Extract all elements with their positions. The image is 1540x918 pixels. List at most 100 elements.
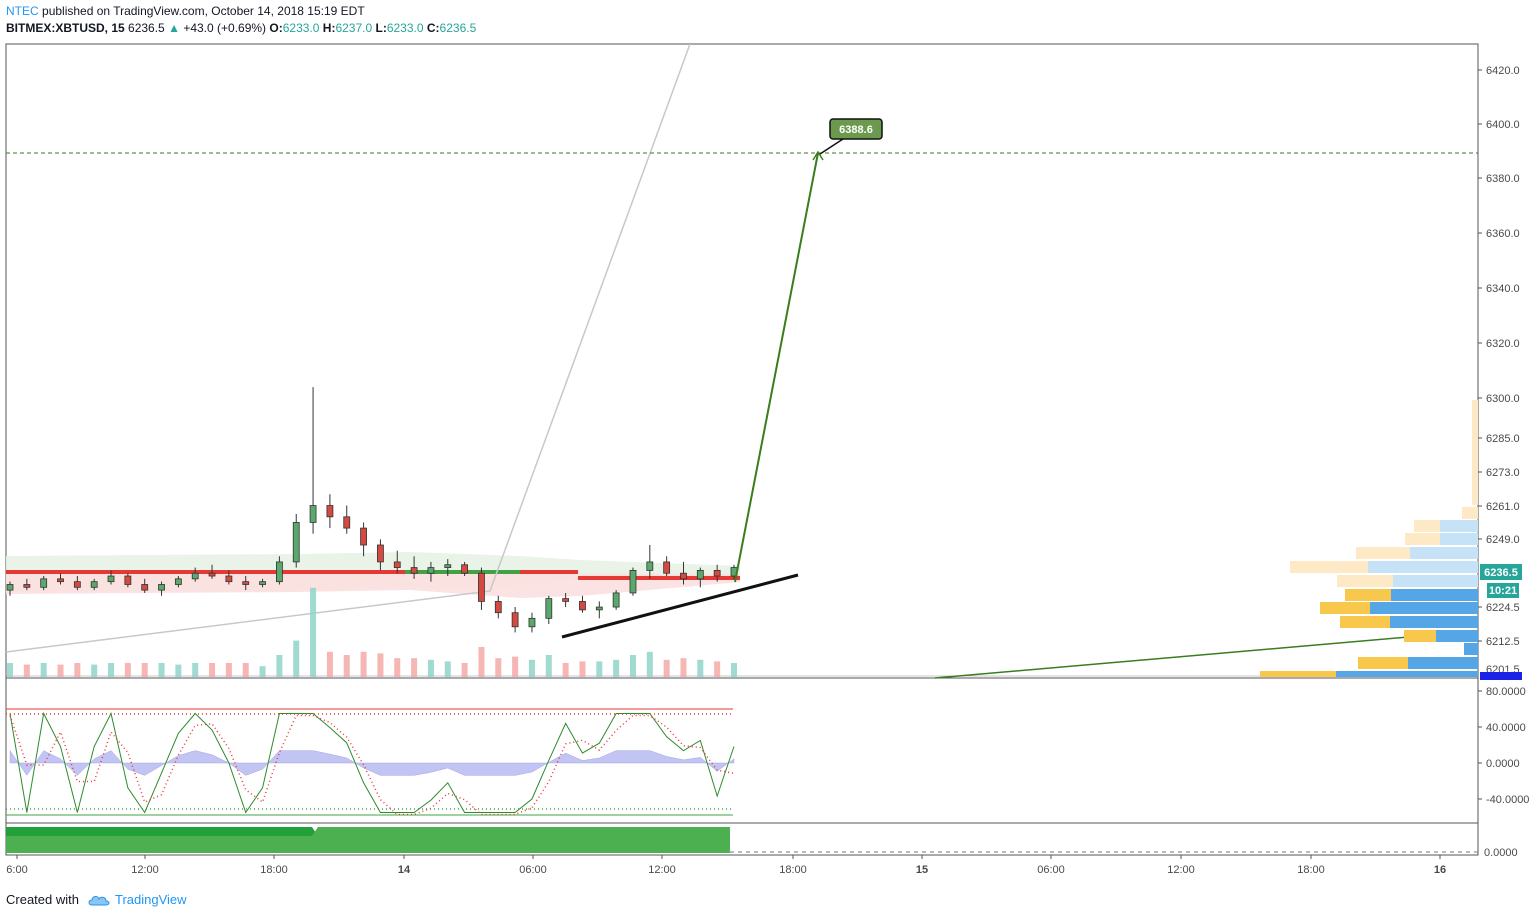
volume-bar [411,658,418,677]
vp-bar [1440,533,1478,545]
vp-bar [1368,561,1478,573]
candles [6,387,738,633]
ascending-trendline[interactable] [561,573,799,639]
volume-bar [545,655,552,677]
candle-body [158,584,165,591]
volume-bar [225,663,232,677]
price-tick-label: 6224.5 [1486,602,1520,614]
candle-body [562,598,570,602]
time-tick-label: 06:00 [1037,864,1065,876]
candle-body [73,581,81,588]
candle-body [528,617,536,628]
vp-bar [1340,616,1390,628]
candle-body [427,567,435,574]
price-tick-label: 6420.0 [1486,65,1520,77]
publisher-name[interactable]: NTEC [6,4,39,18]
time-tick-label: 16 [1434,864,1446,876]
candle-body [595,606,603,611]
volume-bar [310,587,317,677]
tradingview-label: TradingView [114,892,187,907]
vp-bar [1356,547,1410,559]
candle-body [579,601,586,611]
open-label: O: [269,21,283,35]
volume-bar [23,664,30,677]
vp-bar [1320,602,1370,614]
target-callout-box[interactable] [829,118,883,140]
open-value: 6233.0 [282,21,320,35]
price-tick-label: 6320.0 [1486,338,1520,350]
lower-panel-light-band [6,827,730,853]
vp-bar [1462,507,1478,519]
volume-bar [158,663,165,677]
candle-body [309,505,317,523]
volume-bar [663,659,670,677]
volume-bar [326,651,333,677]
volume-bar [276,655,283,677]
volume-bar [646,651,653,677]
volume-bar [108,663,115,677]
time-tick-label: 12:00 [648,864,676,876]
candle-body [478,572,485,602]
countdown-tag-text: 10:21 [1489,585,1517,597]
created-with-text: Created with [6,892,79,907]
chart-outer-frame [5,43,1479,856]
volume-bar [680,658,687,677]
candle-body [141,584,149,591]
volume-bar [495,658,502,677]
candle-body [242,581,250,585]
volume-bar [7,663,13,677]
price-tick-label: 6212.5 [1486,636,1520,648]
high-label: H: [322,21,336,35]
time-tick-label: 06:00 [519,864,547,876]
vp-bar [1358,657,1408,669]
volume-bar [91,664,98,677]
candle-body [225,575,233,583]
close-value: 6236.5 [439,21,477,35]
volume-bar [192,663,199,677]
vp-bar [1436,630,1478,642]
vp-bar [1391,589,1478,601]
candle-body [511,612,519,628]
candle-body [629,569,637,594]
candle-body [393,561,401,568]
osc-histogram [9,749,735,776]
candle-body [275,561,283,583]
vp-bar [1345,589,1391,601]
last-price: 6236.5 [128,21,165,35]
candle-body [292,522,300,563]
price-axis[interactable]: 6420.0 6400.0 6380.0 6360.0 6340.0 6320.0 6300… [1478,65,1520,682]
volume-bar [209,663,216,677]
up-arrow-icon: ▲ [168,21,180,35]
price-tick-label: 6300.0 [1486,393,1520,405]
volume-bar [714,661,721,677]
candle-body [663,561,671,574]
vp-bar [1337,575,1393,587]
volume-bar [444,661,451,677]
time-axis[interactable]: 6:00 12:00 18:00 14 06:00 12:00 18:00 15 06:00 12… [6,855,1446,876]
tradingview-brand[interactable]: TradingView [87,892,187,907]
published-text: published on TradingView.com, October 14… [42,4,365,18]
candle-body [40,578,48,588]
osc-tick-label: 0.0000 [1486,758,1520,770]
candle-body [680,572,687,580]
oscillator-axis: 80.0000 40.0000 0.0000 -40.0000 [1478,686,1529,806]
volume-bar [427,659,434,677]
green-trendline[interactable] [934,630,1479,679]
volume-bar [562,663,569,677]
volume-bar [596,661,603,677]
candle-body [6,584,14,591]
vp-bar [1393,575,1478,587]
volume-bar [343,655,350,677]
symbol-label[interactable]: BITMEX:XBTUSD, 15 [6,21,125,35]
price-tick-label: 6400.0 [1486,119,1520,131]
time-tick-label: 15 [916,864,928,876]
price-tick-label: 6261.0 [1486,501,1520,513]
volume-bars [7,587,737,677]
osc-fast-line [9,711,735,814]
volume-bar [40,663,47,677]
candle-body [343,516,351,529]
projection-arrow-line[interactable] [734,152,819,583]
volume-bar [613,659,620,677]
candle-body [208,572,216,577]
